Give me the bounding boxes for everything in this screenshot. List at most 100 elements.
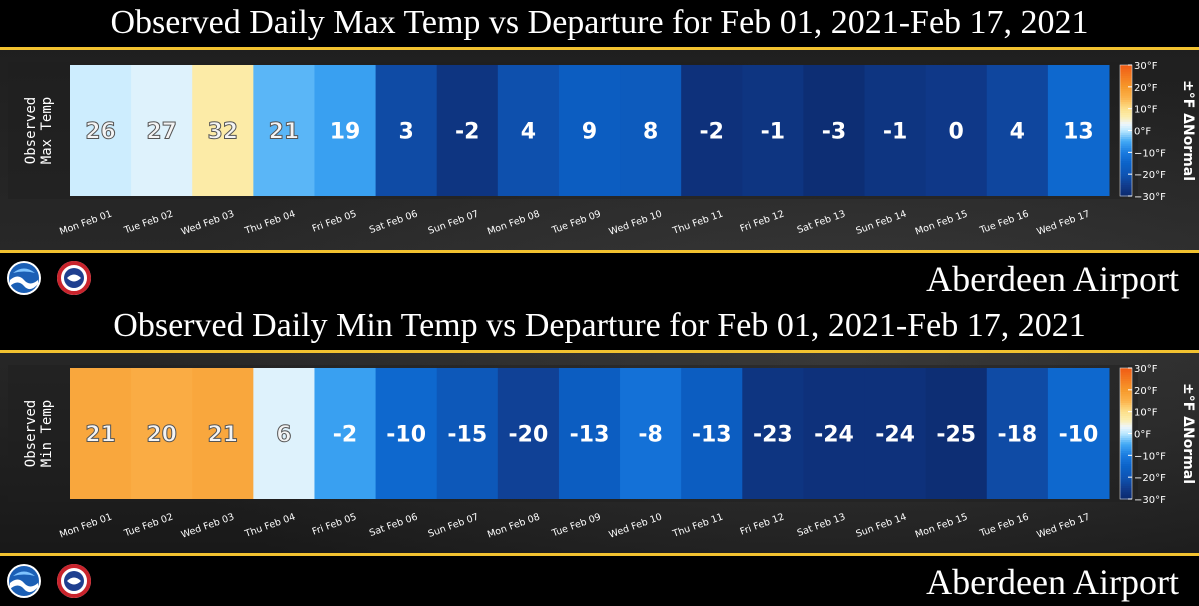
colorbar-segment	[1120, 132, 1132, 136]
x-tick-label: Sun Feb 07	[427, 511, 481, 539]
colorbar-segment	[1120, 161, 1132, 164]
colorbar-segment	[1120, 117, 1132, 121]
cell-value-label: 4	[521, 120, 536, 145]
heat-cell	[436, 65, 499, 196]
colorbar-segment	[1120, 69, 1132, 73]
heat-cell	[986, 65, 1049, 196]
noaa-logo-icon	[7, 564, 41, 598]
colorbar-segment	[1120, 86, 1132, 90]
colorbar-segment	[1120, 150, 1132, 153]
x-tick-label: Fri Feb 05	[311, 511, 358, 537]
colorbar-segment	[1120, 376, 1132, 380]
cell-value-label: -13	[570, 423, 610, 448]
colorbar-segment	[1120, 108, 1132, 112]
colorbar-segment	[1120, 84, 1132, 88]
heat-cell	[70, 65, 132, 196]
colorbar-segment	[1120, 461, 1132, 465]
x-tick-label: Wed Feb 17	[1035, 511, 1091, 540]
heat-cell	[375, 368, 438, 499]
colorbar-segment	[1120, 91, 1132, 94]
colorbar-tick-label: −10°F	[1134, 451, 1166, 462]
colorbar-segment	[1120, 137, 1132, 140]
x-tick-label: Tue Feb 02	[122, 208, 175, 236]
x-tick-label: Wed Feb 10	[608, 208, 664, 237]
y-axis-label-line: Min Temp	[39, 400, 55, 467]
divider	[0, 553, 1199, 556]
heat-cell	[131, 65, 193, 196]
cell-value-label: 21	[85, 423, 116, 448]
colorbar-segment	[1120, 93, 1132, 97]
colorbar-segment	[1120, 67, 1132, 70]
colorbar-segment	[1120, 374, 1132, 378]
colorbar-segment	[1120, 490, 1132, 494]
colorbar-segment	[1120, 402, 1132, 406]
colorbar-segment	[1120, 126, 1132, 129]
colorbar-label: ±°F ΔNormal	[1180, 383, 1196, 484]
colorbar-segment	[1120, 464, 1132, 467]
colorbar-segment	[1120, 193, 1132, 197]
x-tick-label: Tue Feb 09	[550, 511, 603, 539]
colorbar-segment	[1120, 433, 1132, 437]
y-axis-label-line: Observed	[23, 97, 39, 164]
colorbar-segment	[1120, 389, 1132, 393]
colorbar-segment	[1120, 368, 1132, 371]
colorbar-tick-label: 30°F	[1134, 364, 1158, 375]
min-temp-panel: Observed Daily Min Temp vs Departure for…	[0, 303, 1199, 606]
colorbar-segment	[1120, 154, 1132, 158]
heat-cell	[864, 368, 927, 499]
colorbar-segment	[1120, 409, 1132, 413]
colorbar-segment	[1120, 171, 1132, 175]
colorbar-segment	[1120, 426, 1132, 430]
cell-value-label: -13	[692, 423, 732, 448]
heat-cell	[192, 65, 254, 196]
x-tick-label: Sun Feb 14	[855, 208, 909, 236]
x-tick-label: Mon Feb 15	[914, 511, 969, 540]
colorbar-segment	[1120, 95, 1132, 99]
colorbar-tick-label: −10°F	[1134, 148, 1166, 159]
x-tick-label: Thu Feb 11	[670, 208, 724, 237]
colorbar-segment	[1120, 121, 1132, 125]
heat-cell	[436, 368, 499, 499]
colorbar-segment	[1120, 431, 1132, 435]
heat-cell	[558, 65, 621, 196]
colorbar-segment	[1120, 488, 1132, 491]
colorbar-segment	[1120, 80, 1132, 84]
colorbar-segment	[1120, 119, 1132, 123]
x-tick-label: Fri Feb 05	[311, 208, 358, 234]
colorbar-segment	[1120, 411, 1132, 415]
heat-cell	[681, 65, 743, 196]
colorbar-segment	[1120, 89, 1132, 92]
cell-value-label: -2	[700, 120, 724, 145]
location-label: Aberdeen Airport	[926, 562, 1179, 602]
colorbar-segment	[1120, 387, 1132, 391]
colorbar-segment	[1120, 420, 1132, 424]
chart-title: Observed Daily Min Temp vs Departure for…	[113, 307, 1086, 344]
colorbar-segment	[1120, 472, 1132, 476]
colorbar-segment	[1120, 483, 1132, 487]
colorbar-segment	[1120, 450, 1132, 454]
colorbar-tick-label: −30°F	[1134, 495, 1166, 506]
x-tick-label: Fri Feb 12	[739, 208, 786, 234]
colorbar-segment	[1120, 185, 1132, 188]
colorbar-tick-label: 30°F	[1134, 61, 1158, 72]
colorbar-tick-label: 20°F	[1134, 386, 1158, 397]
colorbar-segment	[1120, 444, 1132, 448]
cell-value-label: -24	[875, 423, 915, 448]
x-tick-label: Sat Feb 13	[796, 511, 847, 539]
x-tick-label: Sat Feb 06	[368, 208, 419, 236]
colorbar-segment	[1120, 99, 1132, 103]
colorbar-segment	[1120, 97, 1132, 101]
divider	[0, 350, 1199, 353]
nws-logo-icon	[57, 564, 91, 598]
y-axis-label: ObservedMax Temp	[23, 97, 55, 164]
colorbar-segment	[1120, 104, 1132, 108]
colorbar-segment	[1120, 113, 1132, 116]
x-tick-label: Sat Feb 13	[796, 208, 847, 236]
colorbar-segment	[1120, 143, 1132, 147]
heat-cell	[497, 65, 560, 196]
cell-value-label: -23	[753, 423, 793, 448]
heat-cell	[986, 368, 1049, 499]
cell-value-label: 4	[1010, 120, 1025, 145]
footer-bar: Aberdeen Airport	[0, 556, 1199, 606]
colorbar-label: ±°F ΔNormal	[1180, 80, 1196, 181]
